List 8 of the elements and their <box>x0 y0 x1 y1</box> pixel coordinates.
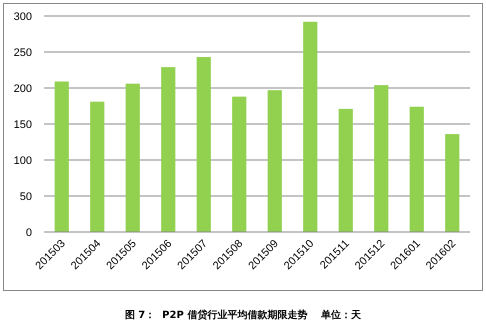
text: 图 7： P2P 借贷行业平均借款期限走势 单位：天 <box>124 309 362 321</box>
y-tick-label: 50 <box>20 191 32 203</box>
y-tick-label: 250 <box>14 47 32 59</box>
y-tick-label: 100 <box>14 155 32 167</box>
y-tick-label: 300 <box>14 11 32 23</box>
y-tick-label: 150 <box>14 119 32 131</box>
y-tick-label: 200 <box>14 83 32 95</box>
y-tick-label: 0 <box>26 227 32 239</box>
